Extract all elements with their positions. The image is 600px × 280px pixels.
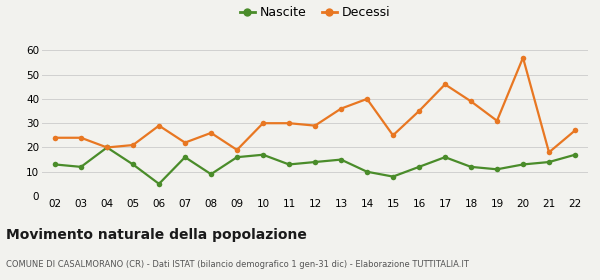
Text: Movimento naturale della popolazione: Movimento naturale della popolazione (6, 228, 307, 242)
Legend: Nascite, Decessi: Nascite, Decessi (235, 1, 395, 24)
Text: COMUNE DI CASALMORANO (CR) - Dati ISTAT (bilancio demografico 1 gen-31 dic) - El: COMUNE DI CASALMORANO (CR) - Dati ISTAT … (6, 260, 469, 269)
